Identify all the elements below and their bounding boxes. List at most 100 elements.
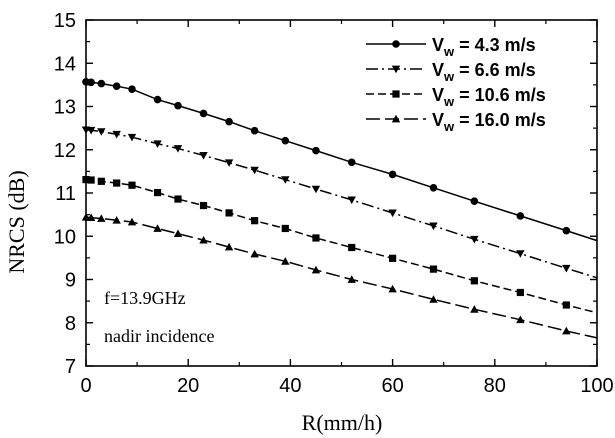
- data-point: [199, 152, 208, 160]
- legend-marker: [392, 90, 400, 98]
- data-point: [97, 177, 105, 185]
- legend-entry-2: Vw = 6.6 m/s: [366, 60, 536, 84]
- data-point: [113, 179, 121, 187]
- data-point: [311, 265, 321, 274]
- data-point: [516, 288, 524, 297]
- data-point: [86, 213, 96, 222]
- data-point: [112, 130, 121, 139]
- data-point: [429, 265, 438, 273]
- data-point: [199, 109, 208, 118]
- data-point: [347, 196, 356, 205]
- y-tick-label: 11: [55, 183, 76, 205]
- data-point: [281, 176, 290, 184]
- data-point: [281, 136, 290, 145]
- data-point: [281, 224, 289, 233]
- data-point: [516, 212, 525, 220]
- data-point: [562, 301, 570, 309]
- data-point: [348, 243, 356, 252]
- data-point: [87, 176, 95, 184]
- data-point: [312, 146, 320, 155]
- data-point: [312, 234, 320, 242]
- data-point: [153, 188, 162, 197]
- data-point: [153, 95, 162, 104]
- legend-marker: [391, 114, 401, 123]
- data-point: [470, 197, 479, 206]
- annotation-frequency: f=13.9GHz: [104, 288, 186, 308]
- x-tick-label: 20: [177, 375, 199, 397]
- data-point: [281, 257, 290, 265]
- data-point: [388, 209, 397, 218]
- y-tick-label: 7: [65, 356, 76, 378]
- legend-entry-3: Vw = 10.6 m/s: [366, 85, 546, 109]
- series-layer: [81, 78, 598, 339]
- data-point: [470, 235, 479, 244]
- annotation-incidence: nadir incidence: [104, 326, 214, 346]
- data-point: [128, 85, 136, 93]
- data-point: [174, 195, 182, 203]
- data-point: [199, 235, 208, 244]
- legend: Vw = 4.3 m/sVw = 6.6 m/sVw = 10.6 m/sVw …: [366, 35, 546, 134]
- y-tick-label: 9: [65, 270, 76, 292]
- data-point: [87, 78, 95, 87]
- data-point: [127, 217, 137, 226]
- data-point: [562, 264, 571, 273]
- series-4: [81, 213, 598, 339]
- series-3: [82, 175, 598, 314]
- data-point: [127, 133, 137, 142]
- x-tick-label: 40: [279, 375, 301, 397]
- y-tick-label: 14: [54, 53, 76, 75]
- data-point: [562, 326, 571, 335]
- data-point: [388, 170, 397, 179]
- x-axis-title: R(mm/h): [302, 410, 383, 435]
- data-point: [224, 242, 234, 251]
- x-tick-label: 100: [580, 375, 613, 397]
- legend-marker: [392, 40, 400, 48]
- data-point: [224, 159, 234, 167]
- data-point: [251, 217, 259, 225]
- series-2: [81, 126, 598, 279]
- data-point: [199, 201, 208, 210]
- data-point: [225, 117, 233, 126]
- ticks-layer: 0 20 40 60 80 100 7 8 9 10 11 12 13 14 15: [54, 10, 614, 397]
- data-point: [429, 295, 438, 303]
- data-point: [173, 229, 183, 238]
- data-point: [153, 224, 162, 232]
- data-point: [174, 101, 182, 110]
- data-point: [173, 145, 183, 153]
- legend-marker: [391, 65, 401, 74]
- data-point: [153, 140, 162, 148]
- data-point: [128, 181, 136, 189]
- data-point: [81, 213, 91, 221]
- data-point: [347, 158, 356, 167]
- data-point: [347, 275, 356, 283]
- data-point: [82, 175, 90, 184]
- x-tick-label: 0: [80, 375, 91, 397]
- data-point: [389, 254, 397, 262]
- legend-label: Vw = 10.6 m/s: [432, 85, 546, 109]
- data-point: [225, 209, 233, 217]
- data-point: [429, 222, 438, 231]
- x-tick-label: 60: [381, 375, 403, 397]
- data-point: [97, 128, 106, 136]
- x-tick-label: 80: [484, 375, 506, 397]
- legend-label: Vw = 4.3 m/s: [432, 35, 536, 59]
- data-point: [112, 216, 121, 224]
- data-point: [388, 284, 397, 293]
- data-point: [97, 79, 106, 88]
- data-point: [470, 277, 478, 285]
- data-point: [250, 166, 259, 175]
- data-point: [250, 249, 259, 258]
- legend-entry-4: Vw = 16.0 m/s: [366, 110, 546, 134]
- data-point: [250, 126, 259, 135]
- data-point: [516, 250, 525, 258]
- data-point: [86, 126, 96, 135]
- data-point: [429, 184, 438, 192]
- legend-label: Vw = 6.6 m/s: [432, 60, 536, 84]
- data-point: [562, 226, 571, 235]
- series-1: [82, 78, 598, 242]
- data-point: [516, 315, 525, 324]
- data-point: [470, 305, 479, 313]
- data-point: [311, 185, 321, 194]
- y-tick-label: 8: [65, 313, 76, 335]
